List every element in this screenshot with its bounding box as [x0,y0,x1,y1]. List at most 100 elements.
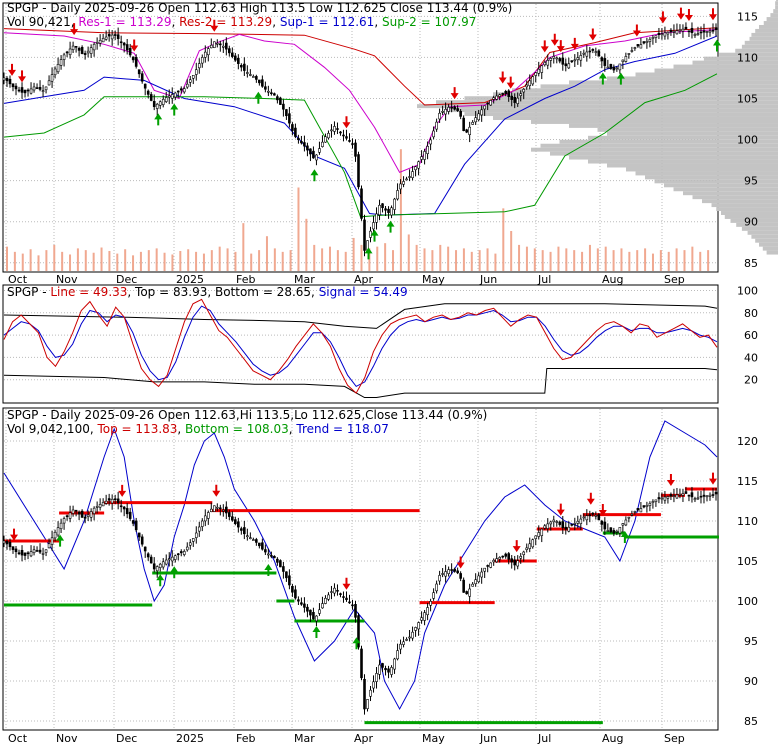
candle-body [411,171,414,178]
volume-bar [604,246,607,271]
candle-body [507,90,511,97]
candle-body [110,34,114,40]
candle-body [486,565,489,567]
candle-body [264,549,267,553]
volume-bar [683,250,686,271]
candle-body [648,503,652,506]
volume-bar [620,248,623,271]
candle-body [471,122,474,125]
top-line [3,303,718,329]
x-tick-label: Mar [294,732,315,745]
candle-body [222,45,225,48]
candle-body [339,593,342,595]
candle-body [561,57,565,65]
volume-profile-bar [724,214,778,219]
candle-body [321,603,324,609]
buy-arrow-icon [254,91,263,104]
candle-body [513,96,517,103]
candle-body [531,539,535,548]
volume-bar [628,251,631,271]
volume-profile-bar [445,108,778,113]
candle-body [696,33,700,35]
candle-body [645,505,649,507]
candle-body [537,68,541,74]
volume-bar [518,244,521,271]
candle-body [71,45,75,50]
candle-body [531,76,535,85]
x-tick-label: Oct [8,732,28,745]
candle-body [459,110,462,117]
candle-body [17,552,21,555]
signal-arrows [8,7,721,260]
volume-profile-bar [635,72,778,77]
candle-body [507,553,511,560]
candle-body [137,69,141,75]
volume-profile-bar [607,76,778,81]
volume-bar [478,250,481,271]
candle-body [345,136,348,139]
candle-body [639,44,643,49]
candle-body [540,65,544,73]
candle-body [143,546,147,552]
x-tick-label: 2025 [176,273,204,286]
candle-body [164,559,168,565]
y-tick-label: 110 [737,51,758,64]
sell-arrow-icon [570,37,579,50]
candle-body [131,56,135,61]
candle-body [140,73,144,82]
sup1-line [3,35,718,216]
candle-body [435,583,438,592]
x-tick-label: Nov [56,273,78,286]
candle-body [44,549,48,553]
candle-body [134,56,138,67]
volume-bar [612,250,615,271]
candle-body [408,636,411,639]
volume-bar [273,248,276,271]
volume-profile-bar [716,207,778,212]
candle-body [306,145,309,151]
candle-body [38,549,42,553]
volume-profile-bar [588,159,778,164]
candle-body [92,507,96,514]
candle-body [351,143,354,145]
candle-body [588,514,592,517]
volume-profile-bar [755,28,778,33]
y-tick-label: 100 [737,595,758,608]
volume-profile-bar [436,100,778,105]
candle-body [600,520,604,525]
candle-body [146,553,150,558]
volume-bar [573,250,576,271]
candle-body [179,551,183,554]
volume-bar [321,248,324,271]
candle-body [576,520,580,524]
candle-body [125,508,129,515]
candle-body [59,522,63,530]
volume-bar [352,237,355,271]
legend-top: Top = 83.93 [134,285,207,299]
sell-arrow-icon [498,71,507,84]
candle-body [714,27,718,30]
volume-profile-bar [736,222,778,227]
candle-body [606,66,610,69]
volume-profile-bar [550,151,778,156]
candle-body [429,601,432,606]
candle-body [450,569,453,571]
candle-body [270,92,273,95]
candle-body [104,36,108,40]
volume-bars [6,149,710,271]
candle-body [585,51,589,57]
oscillator-line [3,298,718,394]
candle-body [23,552,27,556]
candle-body [468,588,471,597]
candle-body [522,88,526,93]
volume-profile-bar [741,226,778,231]
candle-body [570,523,574,526]
candle-body [206,48,210,56]
candle-body [176,90,180,93]
volume-profile-bar [719,52,778,57]
volume-bar [139,251,142,271]
candle-body [327,594,330,600]
y-tick-label: 100 [737,284,758,297]
x-tick-label: May [422,273,445,286]
